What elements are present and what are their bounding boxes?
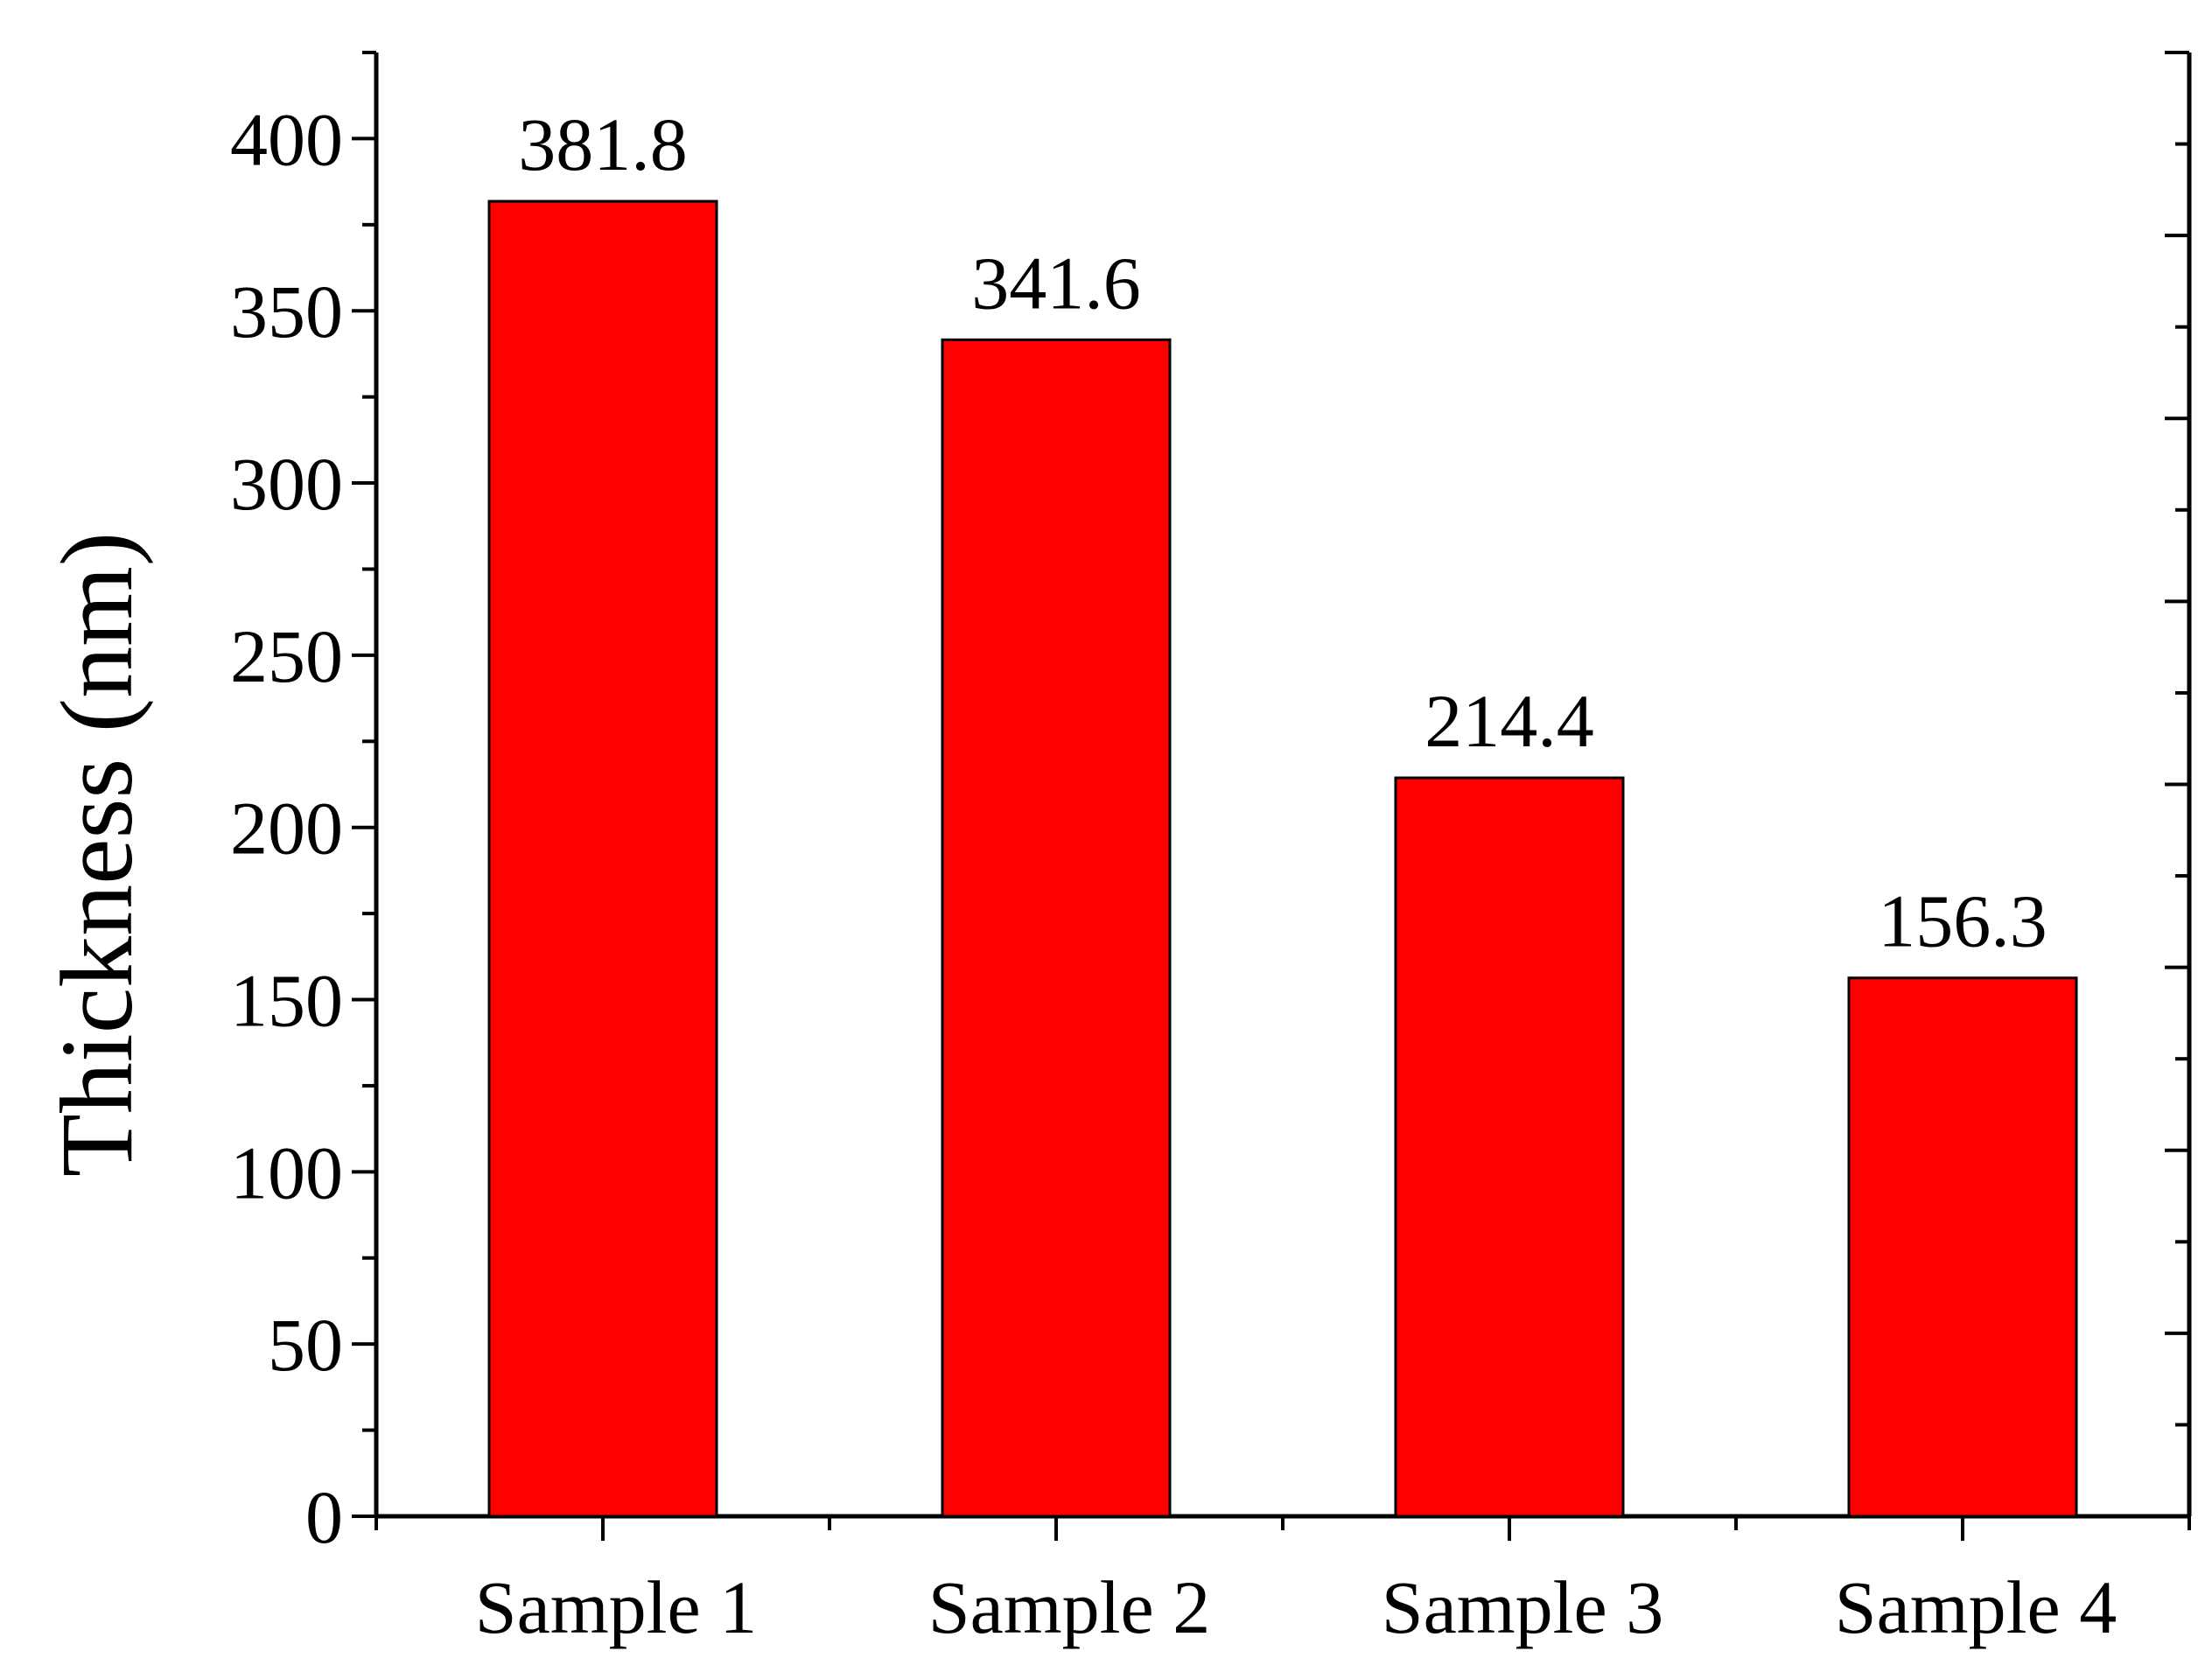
y-tick-label-100: 100 xyxy=(230,1130,343,1214)
y-tick-label-200: 200 xyxy=(230,787,343,871)
bar-3 xyxy=(1394,776,1625,1518)
data-label-3: 214.4 xyxy=(1424,679,1594,763)
y-tick-label-350: 350 xyxy=(230,269,343,353)
x-tick-label-3: Sample 3 xyxy=(1382,1565,1663,1649)
bar-4 xyxy=(1847,976,2078,1518)
y-tick-label-0: 0 xyxy=(305,1475,343,1559)
ticks-group xyxy=(352,51,2191,1541)
x-tick-labels: Sample 1 Sample 2 Sample 3 Sample 4 xyxy=(475,1565,2117,1649)
y-tick-label-150: 150 xyxy=(230,959,343,1043)
bar-2 xyxy=(941,338,1172,1518)
y-tick-label-300: 300 xyxy=(230,442,343,526)
data-label-4: 156.3 xyxy=(1878,879,2048,963)
x-tick-label-4: Sample 4 xyxy=(1835,1565,2117,1649)
bars-group xyxy=(487,199,2078,1518)
y-tick-label-50: 50 xyxy=(268,1303,343,1387)
x-tick-label-2: Sample 2 xyxy=(928,1565,1210,1649)
y-tick-label-400: 400 xyxy=(230,97,343,181)
y-axis-title: Thickness (nm) xyxy=(39,532,154,1177)
y-tick-labels: 0 50 100 150 200 250 300 350 400 xyxy=(230,97,343,1559)
y-tick-label-250: 250 xyxy=(230,614,343,698)
bar-1 xyxy=(487,199,718,1518)
data-label-1: 381.8 xyxy=(518,102,688,186)
data-labels: 381.8 341.6 214.4 156.3 xyxy=(518,102,2048,963)
data-label-2: 341.6 xyxy=(971,241,1141,325)
x-tick-label-1: Sample 1 xyxy=(475,1565,757,1649)
